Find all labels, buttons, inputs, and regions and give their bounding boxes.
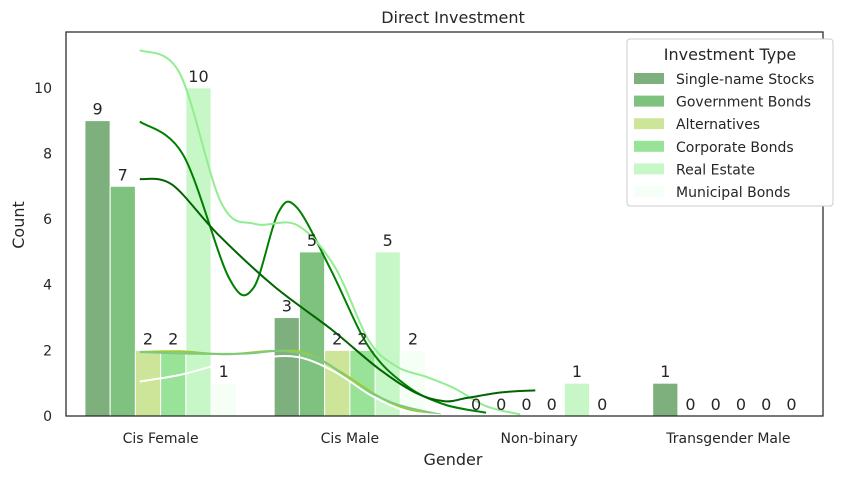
bar-value-label: 0	[597, 395, 607, 414]
bar-value-label: 0	[761, 395, 771, 414]
bar	[273, 317, 300, 417]
bar	[563, 382, 591, 417]
kde-line	[139, 349, 441, 416]
bar-value-label: 0	[685, 395, 695, 414]
bar	[374, 251, 401, 417]
y-tick-label: 10	[34, 81, 52, 97]
bar	[160, 349, 187, 417]
legend-entry: Corporate Bonds	[676, 140, 794, 156]
bar-value-label: 2	[143, 329, 153, 348]
legend-entry: Government Bonds	[676, 95, 811, 111]
bar-value-label: 5	[307, 231, 317, 250]
bar-value-label: 0	[521, 395, 531, 414]
bar-value-label: 7	[118, 165, 128, 184]
kde-line	[139, 177, 536, 403]
y-tick-label: 0	[43, 409, 52, 425]
kde-line	[139, 120, 487, 414]
legend-swatch	[634, 186, 664, 197]
x-axis-label: Gender	[424, 450, 483, 469]
bar-value-label: 0	[547, 395, 557, 414]
legend-frame	[626, 38, 834, 207]
legend-entry: Municipal Bonds	[676, 185, 790, 201]
bar-value-label: 5	[383, 231, 393, 250]
legend-swatch	[634, 118, 664, 130]
bar-value-label: 0	[711, 395, 721, 414]
legend-swatch	[634, 163, 664, 175]
bars-layer	[84, 87, 679, 417]
chart-title: Direct Investment	[381, 8, 525, 27]
legend: Investment Type Single-name Stocks Govern…	[626, 38, 834, 207]
x-tick-label: Cis Male	[321, 431, 380, 447]
legend-swatch	[634, 95, 664, 107]
bar	[324, 349, 351, 417]
legend-swatch	[634, 73, 664, 84]
legend-title: Investment Type	[664, 45, 796, 64]
legend-entry: Real Estate	[676, 162, 755, 178]
x-tick-label: Cis Female	[123, 431, 199, 447]
bar	[109, 185, 136, 417]
legend-swatch	[634, 140, 664, 152]
y-axis-label: Count	[9, 201, 28, 249]
bar-value-label: 2	[357, 329, 367, 348]
kde-line	[139, 355, 441, 417]
bar	[298, 251, 326, 417]
kde-line	[139, 49, 521, 416]
y-tick-label: 4	[43, 278, 52, 294]
bar-value-label: 0	[736, 395, 746, 414]
y-tick-label: 8	[43, 146, 52, 162]
legend-entry: Single-name Stocks	[676, 72, 814, 88]
bar-value-label: 2	[168, 329, 178, 348]
bar	[210, 382, 237, 417]
legend-entry: Alternatives	[676, 117, 760, 133]
bar-value-label: 0	[496, 395, 506, 414]
bar	[185, 87, 212, 417]
kde-line	[139, 349, 441, 416]
bar-value-label: 1	[660, 362, 670, 381]
bar	[652, 382, 679, 417]
bar	[84, 120, 111, 417]
bar-value-label: 9	[92, 100, 102, 119]
bar-value-label: 1	[219, 362, 229, 381]
plot-frame	[65, 31, 824, 417]
y-tick-label: 2	[43, 343, 52, 359]
x-tick-label: Non-binary	[501, 431, 578, 447]
y-tick-label: 6	[43, 212, 52, 228]
bar-value-label: 1	[572, 362, 582, 381]
bar-value-label: 0	[786, 395, 796, 414]
bar-value-label: 2	[408, 329, 418, 348]
bar	[134, 349, 162, 417]
bar-value-label: 0	[471, 395, 481, 414]
x-tick-label: Transgender Male	[665, 431, 790, 447]
bar-value-label: 3	[282, 297, 292, 316]
bar-value-label: 10	[188, 67, 208, 86]
kde-lines-layer	[139, 49, 536, 417]
bar-value-label: 2	[332, 329, 342, 348]
